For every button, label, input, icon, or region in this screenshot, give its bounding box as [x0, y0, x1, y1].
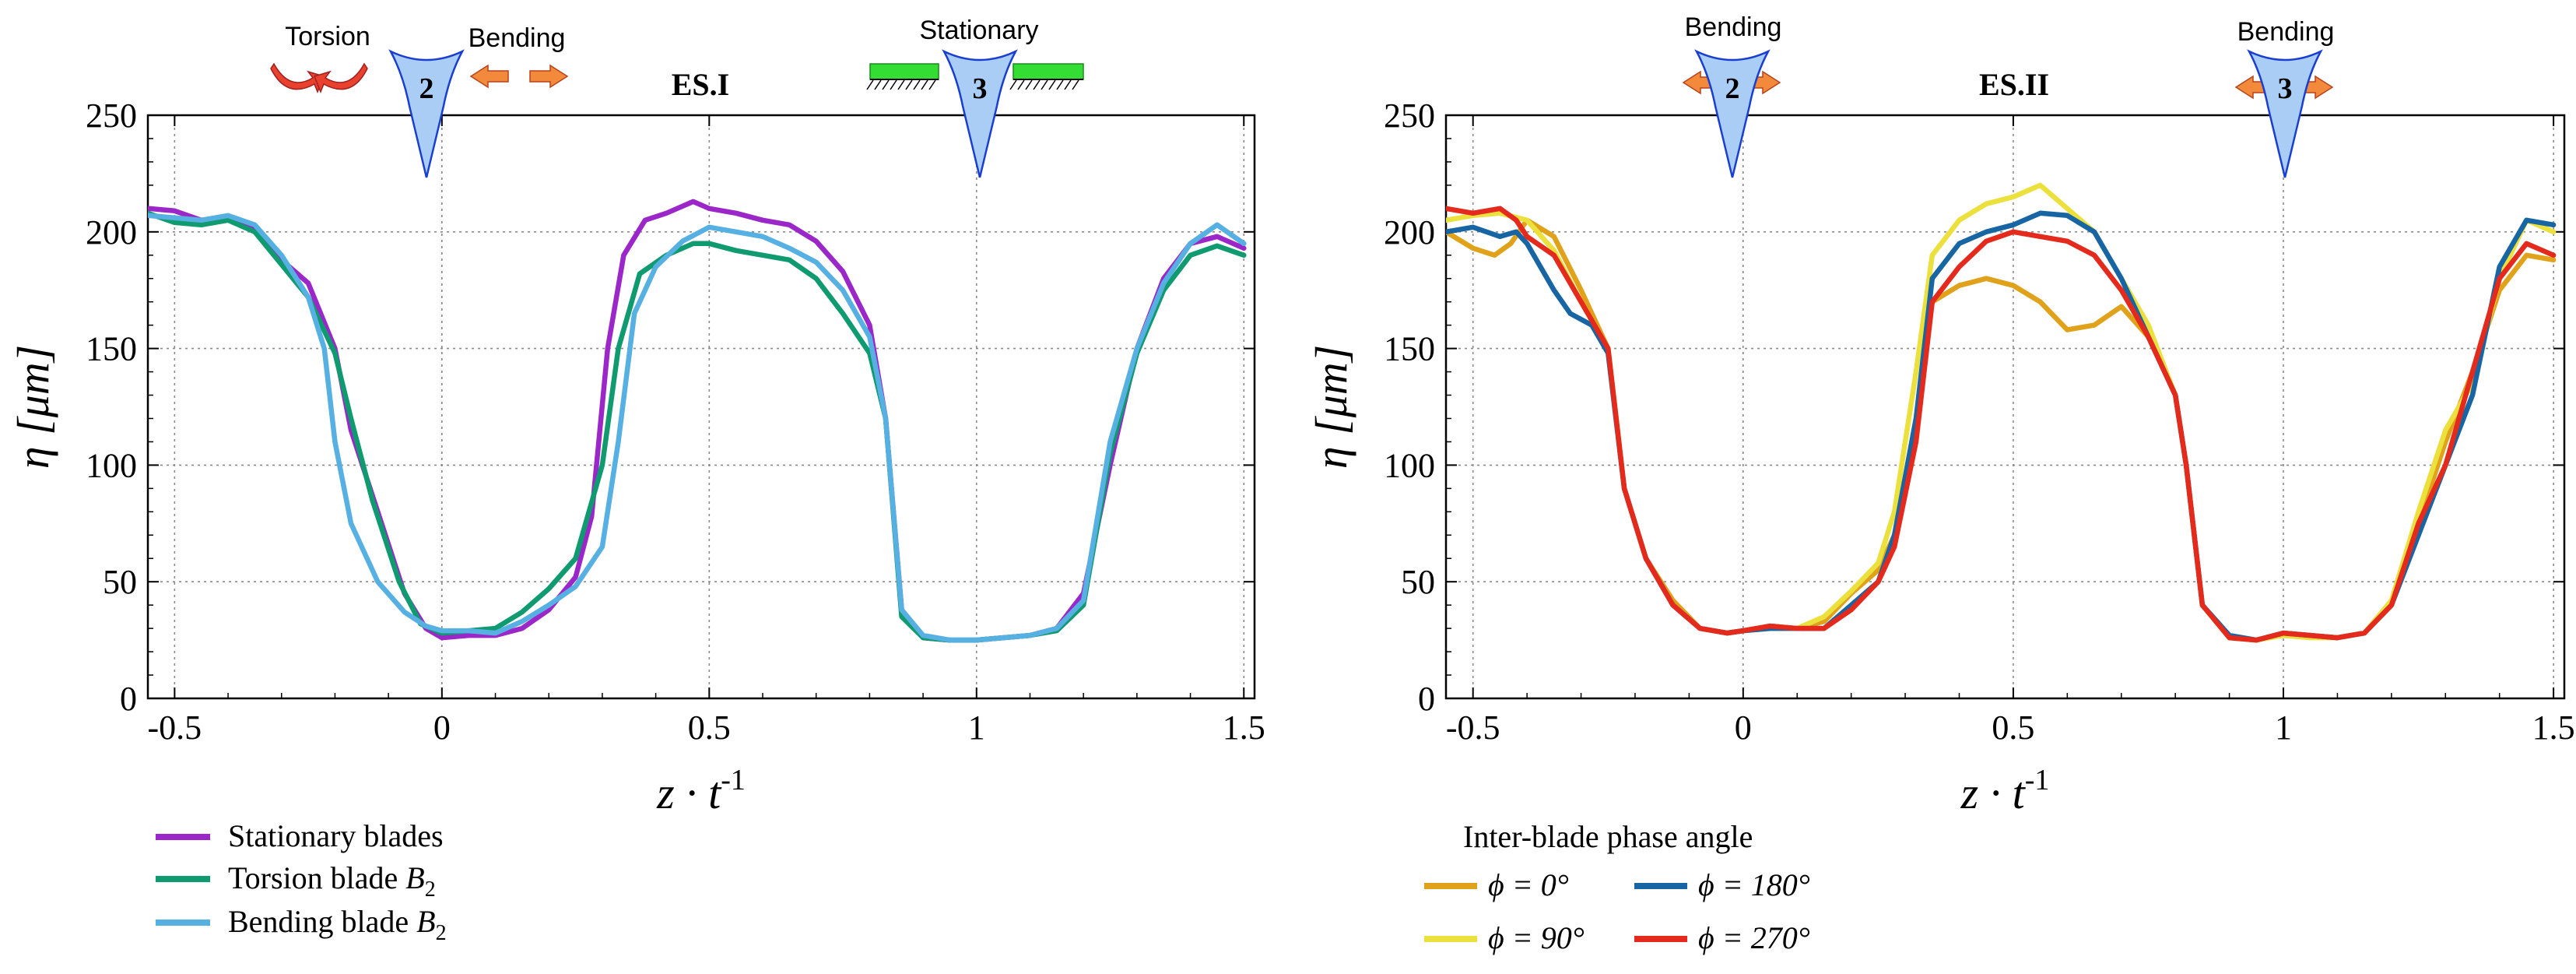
x-tick-label: 0	[1735, 709, 1752, 747]
ground-hatch	[1041, 79, 1048, 90]
y-tick-label: 150	[86, 330, 137, 368]
x-tick-label: 1.5	[2532, 709, 2575, 747]
ground-hatch	[897, 79, 905, 90]
y-tick-label: 0	[1418, 680, 1435, 718]
legend-label-4: ϕ = 270°	[1698, 920, 1810, 955]
y-tick-label: 100	[86, 446, 137, 484]
blade-3-icon: 3	[2247, 49, 2323, 178]
legend-label-1: ϕ = 0°	[1488, 867, 1569, 902]
series-line-1	[1446, 217, 2557, 643]
x-tick-label: -0.5	[1446, 709, 1500, 747]
ground-hatch	[1033, 79, 1041, 90]
ground-block	[1013, 63, 1084, 80]
y-axis-label: η [μm]	[1306, 345, 1356, 469]
blade-3-icon-number: 3	[2278, 72, 2293, 105]
x-tick-label: 0.5	[688, 709, 731, 747]
ground-hatch	[1048, 79, 1056, 90]
torsion-label: Torsion	[285, 22, 370, 51]
series-line-3	[148, 213, 1247, 643]
bending-label-a: Bending	[1685, 12, 1782, 42]
x-tick-label: 0	[433, 709, 451, 747]
y-tick-label: 50	[1401, 563, 1435, 601]
ground-hatch	[866, 79, 874, 90]
y-axis-label: η [μm]	[8, 345, 58, 469]
blade-3-icon-number: 3	[973, 72, 988, 105]
x-tick-label: 1	[2275, 709, 2292, 747]
stationary-icon	[866, 63, 1084, 90]
left-arrow-icon	[529, 64, 569, 89]
legend-label-2: ϕ = 90°	[1488, 920, 1585, 955]
plot-frame	[1444, 114, 2566, 700]
grid	[1446, 114, 2564, 699]
ground-hatch	[921, 79, 928, 90]
blade-2-icon-number: 2	[1725, 72, 1740, 105]
y-tick-label: 200	[1384, 213, 1435, 251]
ground-hatch	[905, 79, 913, 90]
y-tick-label: 50	[103, 563, 137, 601]
series-line-1	[148, 199, 1247, 643]
series-line-2	[1446, 182, 2557, 643]
ground-hatch	[874, 79, 882, 90]
x-axis-label: z · t-1	[1960, 764, 2050, 818]
ground-hatch	[1072, 79, 1079, 90]
blade-2-icon: 2	[1694, 49, 1771, 178]
ground-hatch	[1025, 79, 1033, 90]
blade-2-icon: 2	[388, 49, 465, 178]
plot-frame	[146, 114, 1256, 700]
blade-3-icon-shape	[942, 49, 1018, 178]
series-line-4	[1446, 206, 2557, 643]
bending-label-b: Bending	[2237, 17, 2335, 47]
series-lines	[1446, 182, 2557, 643]
stationary-label: Stationary	[919, 16, 1038, 45]
x-tick-label: -0.5	[148, 709, 202, 747]
x-tick-label: 0.5	[1992, 709, 2034, 747]
panel-title: ES.II	[1979, 67, 2049, 102]
torsion-arrow-icon	[313, 62, 368, 94]
y-tick-label: 0	[120, 680, 137, 718]
ground-hatch	[1017, 79, 1025, 90]
legend-label-2: Torsion blade B2	[228, 860, 436, 902]
y-tick-label: 200	[86, 213, 137, 251]
legend: Stationary blades Torsion blade B2Bending…	[156, 818, 447, 945]
ground-hatch	[1009, 79, 1017, 90]
bending-arrows-icon	[469, 64, 569, 89]
left-chart-panel: -0.5 0 0.5 1 1.5 0 50 100 150 200 250 z · t-1 η [μm]…	[8, 16, 1265, 945]
blade-2-icon-number: 2	[419, 72, 434, 105]
ground-block	[869, 63, 939, 80]
bending-label: Bending	[469, 23, 566, 53]
panel-title: ES.I	[672, 67, 730, 102]
y-tick-label: 150	[1384, 330, 1435, 368]
ground-hatch	[913, 79, 921, 90]
y-tick-label: 100	[1384, 446, 1435, 484]
ground-hatch	[1064, 79, 1072, 90]
legend-label-3: ϕ = 180°	[1698, 867, 1810, 902]
torsion-icon	[270, 62, 368, 94]
right-chart-panel: -0.5 0 0.5 1 1.5 0 50 100 150 200 250 z · t-1 η [μm]…	[1306, 12, 2575, 955]
blade-2-icon-shape	[1694, 49, 1771, 178]
legend: Inter-blade phase angle ϕ = 0° ϕ = 90° ϕ = …	[1424, 819, 1810, 955]
series-lines	[148, 199, 1247, 643]
ticks: -0.5 0 0.5 1 1.5 0 50 100 150 200 250	[1384, 97, 2575, 747]
series-line-3	[1446, 210, 2557, 643]
x-tick-label: 1	[968, 709, 985, 747]
right-arrow-icon	[469, 64, 509, 89]
x-tick-label: 1.5	[1223, 709, 1265, 747]
legend-title: Inter-blade phase angle	[1463, 819, 1753, 854]
y-tick-label: 250	[1384, 97, 1435, 135]
blade-3-icon: 3	[942, 49, 1018, 178]
series-line-2	[148, 210, 1247, 643]
legend-label-3: Bending blade B2	[228, 904, 447, 945]
ground-hatch	[890, 79, 897, 90]
ground-hatch	[928, 79, 936, 90]
x-axis-label: z · t-1	[656, 764, 746, 818]
legend-label-1: Stationary blades	[228, 818, 444, 853]
blade-2-icon-shape	[388, 49, 465, 178]
ground-hatch	[1056, 79, 1064, 90]
ticks: -0.5 0 0.5 1 1.5 0 50 100 150 200 250	[86, 97, 1265, 747]
ground-hatch	[882, 79, 890, 90]
blade-3-icon-shape	[2247, 49, 2323, 178]
y-tick-label: 250	[86, 97, 137, 135]
